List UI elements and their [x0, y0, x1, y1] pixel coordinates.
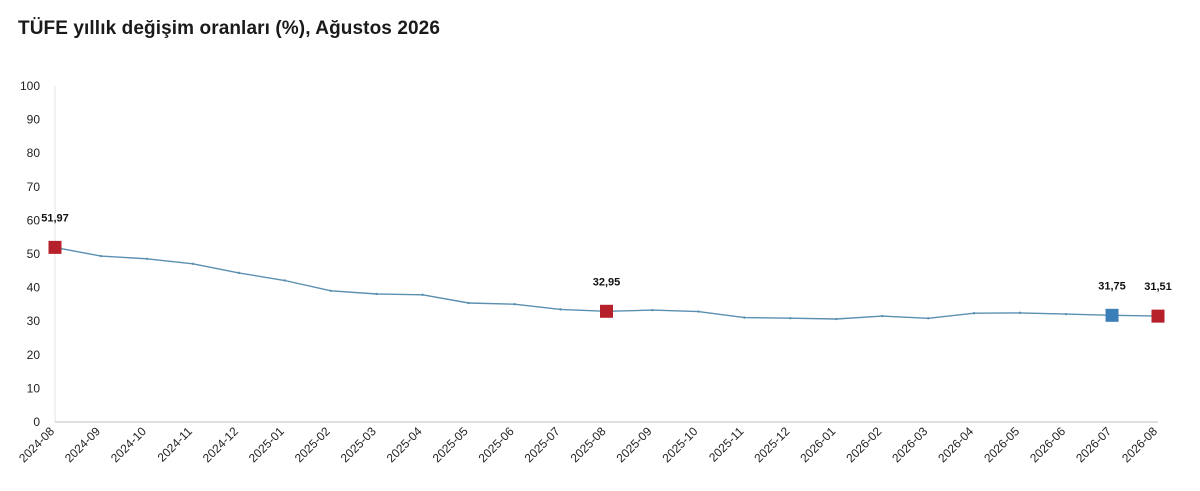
y-tick-label: 30: [27, 314, 41, 328]
x-tick-label: 2025-05: [430, 424, 471, 465]
data-label: 31,51: [1144, 281, 1172, 293]
data-point: [283, 279, 286, 282]
x-tick-label: 2026-01: [797, 424, 838, 465]
data-point: [329, 289, 332, 292]
data-point: [513, 303, 516, 306]
y-tick-label: 100: [20, 79, 40, 93]
data-point: [1064, 312, 1068, 316]
x-tick-label: 2025-02: [292, 424, 333, 465]
data-point: [651, 308, 654, 312]
x-tick-label: 2026-05: [981, 424, 1022, 465]
x-tick-label: 2025-11: [706, 424, 747, 465]
plot-area: 51,97 32,95 31,75 31,51: [41, 212, 1172, 323]
highlight-marker: [600, 304, 613, 318]
data-point: [697, 310, 700, 313]
x-tick-label: 2025-07: [522, 424, 563, 465]
y-tick-label: 70: [27, 180, 41, 194]
x-tick-label: 2025-12: [751, 424, 792, 465]
data-point: [375, 292, 378, 296]
x-axis: 2024-08 2024-09 2024-10 2024-11 2024-12 2025-…: [16, 421, 1160, 465]
data-point: [972, 312, 976, 315]
x-tick-label: 2026-06: [1027, 424, 1068, 465]
highlight-marker: [1105, 308, 1119, 322]
highlight-marker: [48, 240, 62, 254]
data-label: 32,95: [593, 276, 621, 288]
x-tick-label: 2024-12: [200, 424, 241, 465]
x-tick-label: 2026-02: [843, 424, 884, 465]
data-point: [743, 316, 746, 319]
data-point: [237, 271, 241, 275]
x-tick-label: 2025-06: [476, 424, 517, 465]
x-tick-label: 2025-09: [614, 424, 655, 465]
chart-title: TÜFE yıllık değişim oranları (%), Ağusto…: [18, 18, 441, 39]
x-tick-label: 2024-08: [16, 424, 57, 465]
x-tick-label: 2025-01: [246, 424, 287, 465]
y-tick-label: 10: [27, 381, 41, 395]
x-tick-label: 2025-04: [384, 424, 425, 465]
data-point: [99, 254, 103, 258]
x-tick-label: 2026-08: [1119, 424, 1160, 465]
highlight-marker: [1151, 309, 1165, 323]
data-point: [467, 301, 470, 305]
x-tick-label: 2024-11: [155, 424, 196, 465]
y-tick-label: 20: [27, 348, 41, 362]
x-tick-label: 2025-10: [659, 424, 700, 465]
data-label: 31,75: [1098, 280, 1126, 292]
y-tick-label: 40: [27, 281, 41, 295]
x-tick-label: 2026-03: [889, 424, 930, 465]
x-tick-label: 2025-03: [338, 424, 379, 465]
data-point: [881, 314, 884, 318]
x-tick-label: 2026-07: [1073, 424, 1114, 465]
y-tick-label: 0: [33, 415, 40, 429]
y-tick-label: 60: [27, 213, 41, 227]
y-tick-label: 80: [27, 146, 41, 160]
data-point: [191, 262, 195, 265]
data-point: [927, 317, 930, 320]
x-tick-label: 2025-08: [568, 424, 609, 465]
data-point: [145, 257, 149, 260]
data-point: [789, 317, 792, 320]
y-tick-label: 50: [27, 247, 41, 261]
x-tick-label: 2024-09: [62, 424, 103, 465]
y-tick-label: 90: [27, 113, 41, 127]
x-tick-label: 2026-04: [935, 424, 976, 465]
data-point: [1018, 311, 1022, 315]
data-point: [835, 317, 838, 321]
data-point: [421, 293, 424, 296]
data-label: 51,97: [41, 212, 69, 224]
y-axis: 0 10 20 30 40 50 60 70 80 90 100: [20, 79, 56, 429]
data-point: [559, 308, 562, 311]
x-tick-label: 2024-10: [108, 424, 149, 465]
